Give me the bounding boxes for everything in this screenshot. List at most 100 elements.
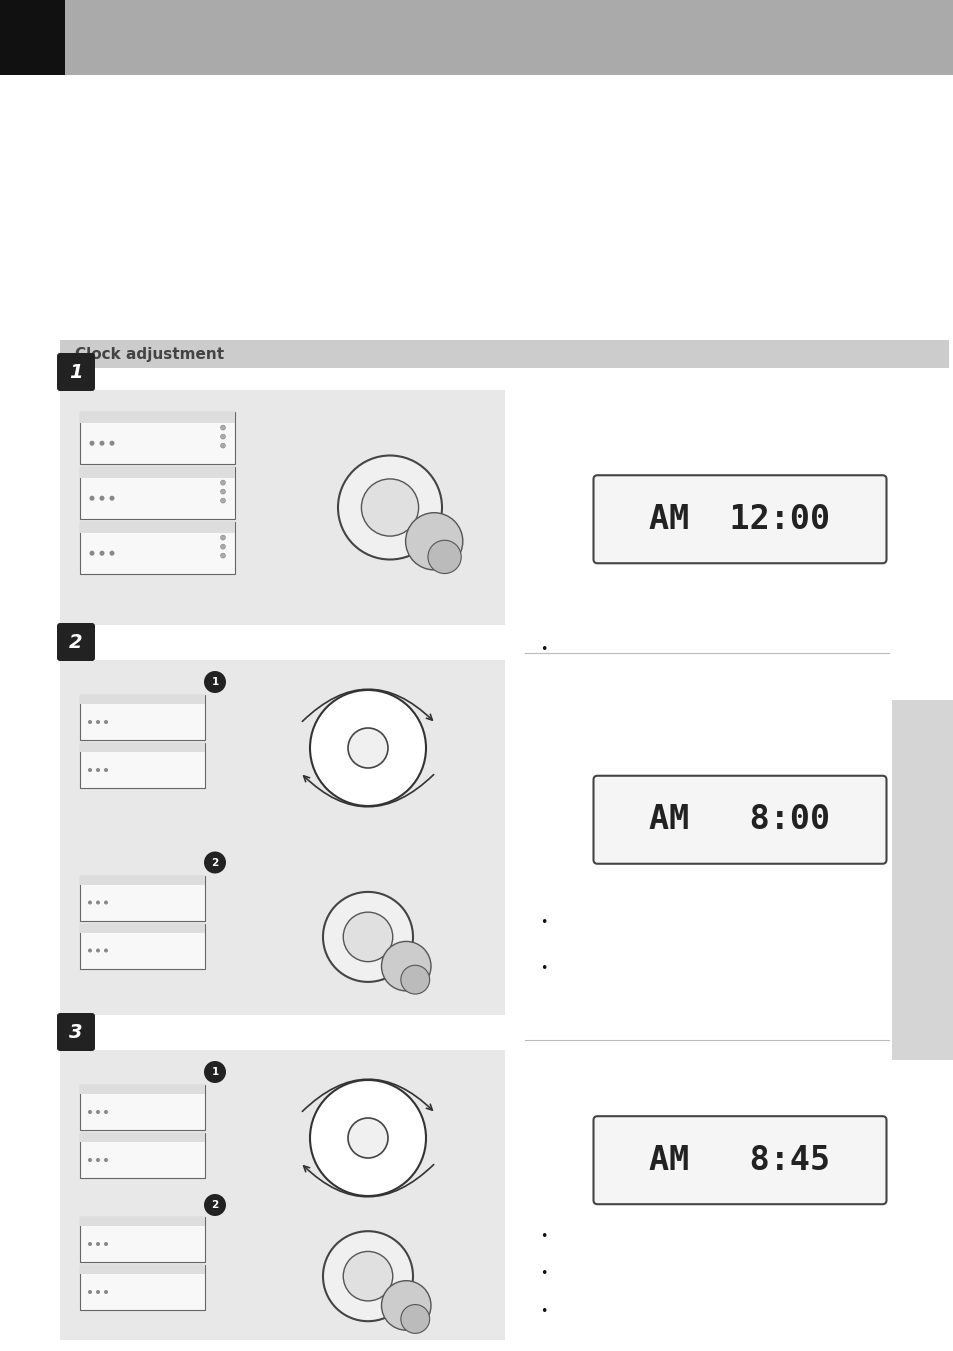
Circle shape: [400, 1305, 429, 1333]
Circle shape: [96, 767, 100, 771]
Bar: [80, 412, 234, 423]
Text: AM   8:45: AM 8:45: [649, 1144, 830, 1177]
Bar: [80, 743, 205, 753]
Bar: [80, 924, 205, 932]
Circle shape: [96, 901, 100, 905]
Bar: [80, 924, 205, 969]
Bar: [60, 340, 948, 367]
Text: 1: 1: [70, 362, 83, 381]
Bar: [80, 1217, 205, 1262]
Text: Clock adjustment: Clock adjustment: [75, 346, 224, 362]
Text: •: •: [539, 643, 547, 657]
Circle shape: [96, 1158, 100, 1162]
Bar: [80, 875, 205, 885]
Circle shape: [99, 440, 105, 446]
Circle shape: [323, 892, 413, 982]
Bar: [80, 1085, 205, 1094]
Bar: [80, 1133, 205, 1178]
Circle shape: [99, 496, 105, 501]
FancyBboxPatch shape: [593, 775, 885, 863]
Circle shape: [204, 671, 226, 693]
Circle shape: [104, 1158, 108, 1162]
Circle shape: [343, 912, 393, 962]
Circle shape: [96, 1242, 100, 1246]
Circle shape: [96, 1290, 100, 1294]
Circle shape: [88, 1242, 91, 1246]
Circle shape: [88, 767, 91, 771]
Circle shape: [220, 426, 225, 430]
Bar: [80, 694, 205, 740]
Circle shape: [110, 440, 114, 446]
Text: •: •: [539, 1305, 547, 1319]
Text: •: •: [539, 962, 547, 975]
Circle shape: [220, 544, 225, 549]
Circle shape: [96, 720, 100, 724]
Text: 1: 1: [212, 1067, 218, 1077]
Circle shape: [104, 1290, 108, 1294]
Bar: [80, 1217, 205, 1225]
Bar: [80, 521, 234, 534]
Bar: [80, 467, 234, 519]
Text: 2: 2: [212, 1200, 218, 1210]
Circle shape: [88, 720, 91, 724]
Circle shape: [310, 690, 426, 807]
Circle shape: [220, 434, 225, 439]
Circle shape: [348, 728, 388, 767]
Circle shape: [381, 1281, 431, 1331]
Text: 2: 2: [212, 858, 218, 867]
Circle shape: [343, 1251, 393, 1301]
Bar: [80, 1265, 205, 1310]
Text: AM  12:00: AM 12:00: [649, 503, 830, 536]
Circle shape: [90, 551, 94, 555]
Circle shape: [110, 551, 114, 555]
Circle shape: [381, 942, 431, 990]
Circle shape: [361, 478, 418, 536]
Text: 3: 3: [70, 1023, 83, 1042]
Circle shape: [310, 1079, 426, 1196]
Bar: [80, 521, 234, 574]
Circle shape: [220, 535, 225, 540]
Bar: [0, 0, 65, 76]
Text: AM   8:00: AM 8:00: [649, 804, 830, 836]
Text: 2: 2: [70, 632, 83, 651]
Circle shape: [204, 1194, 226, 1216]
Circle shape: [323, 1231, 413, 1321]
Bar: [80, 412, 234, 463]
Circle shape: [110, 496, 114, 501]
Bar: [60, 661, 504, 1015]
Circle shape: [204, 851, 226, 874]
FancyBboxPatch shape: [57, 623, 95, 661]
Bar: [80, 694, 205, 704]
Circle shape: [220, 443, 225, 449]
Circle shape: [220, 553, 225, 558]
Circle shape: [104, 767, 108, 771]
FancyBboxPatch shape: [57, 353, 95, 390]
Circle shape: [405, 512, 462, 570]
Circle shape: [428, 540, 460, 574]
FancyBboxPatch shape: [593, 476, 885, 563]
Circle shape: [220, 499, 225, 503]
Circle shape: [90, 496, 94, 501]
Bar: [80, 743, 205, 788]
Circle shape: [96, 948, 100, 952]
Circle shape: [204, 1061, 226, 1084]
Bar: [60, 390, 504, 626]
Bar: [60, 1050, 504, 1340]
Bar: [80, 1085, 205, 1129]
Circle shape: [96, 1111, 100, 1115]
Text: •: •: [539, 1229, 547, 1243]
Circle shape: [88, 1158, 91, 1162]
Circle shape: [104, 1111, 108, 1115]
Circle shape: [220, 480, 225, 485]
Circle shape: [220, 489, 225, 494]
Bar: [891, 700, 953, 1061]
Bar: [80, 875, 205, 920]
Circle shape: [88, 948, 91, 952]
Circle shape: [104, 901, 108, 905]
Circle shape: [90, 440, 94, 446]
FancyBboxPatch shape: [57, 1013, 95, 1051]
Text: •: •: [539, 1267, 547, 1281]
Bar: [80, 1265, 205, 1274]
Circle shape: [88, 1111, 91, 1115]
Bar: [80, 1133, 205, 1142]
